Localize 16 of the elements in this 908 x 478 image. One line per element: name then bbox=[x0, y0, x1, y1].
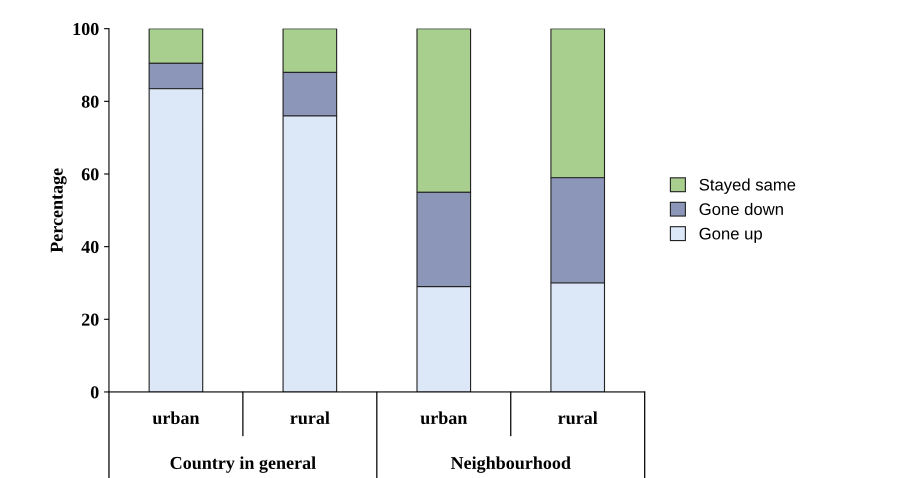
x-tick-label: urban bbox=[152, 411, 200, 424]
y-tick-label: 40 bbox=[81, 240, 99, 254]
x-tick-label: rural bbox=[558, 411, 598, 424]
y-axis-title: Percentage bbox=[50, 168, 67, 252]
text: Country in general bbox=[170, 456, 316, 473]
legend-label: Stayed same bbox=[699, 178, 796, 194]
x-tick-label: rural bbox=[290, 411, 330, 424]
y-tick-label: 20 bbox=[82, 314, 99, 326]
y-tick-label: 100 bbox=[74, 22, 99, 36]
text: Neighbourhood bbox=[450, 456, 571, 473]
x-tick-label: urban bbox=[420, 411, 468, 424]
legend-label: Gone down bbox=[700, 202, 783, 216]
y-tick-label: 60 bbox=[82, 168, 99, 180]
y-tick-label: 80 bbox=[82, 96, 99, 108]
legend-label: Gone up bbox=[700, 228, 762, 243]
y-tick-label: 0 bbox=[90, 386, 99, 398]
